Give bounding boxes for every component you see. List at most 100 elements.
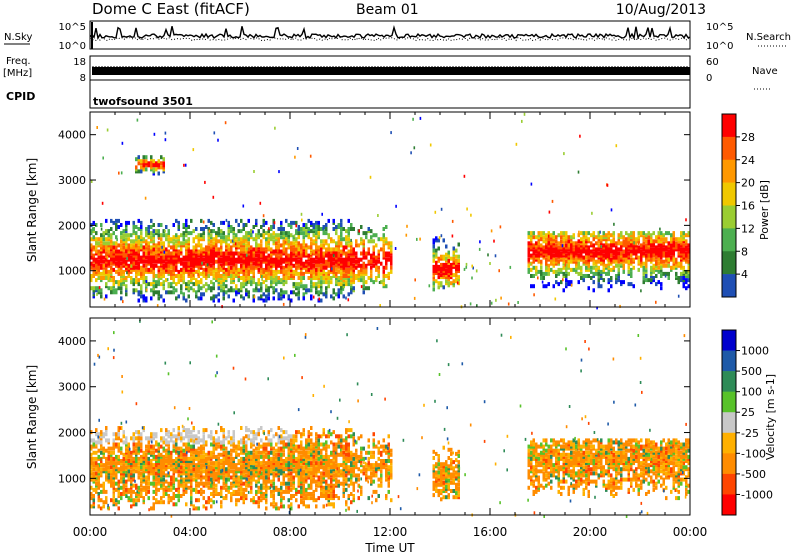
echo-cell bbox=[587, 253, 590, 258]
echo-cell bbox=[270, 249, 273, 254]
echo-cell bbox=[220, 220, 223, 225]
echo-cell bbox=[463, 267, 466, 271]
echo-cell bbox=[95, 450, 98, 455]
echo-cell bbox=[537, 269, 540, 274]
colorbar-tick-label: 24 bbox=[741, 154, 755, 167]
echo-cell bbox=[110, 465, 113, 470]
echo-cell bbox=[192, 237, 195, 242]
echo-cell bbox=[620, 257, 623, 262]
echo-cell bbox=[150, 267, 153, 272]
echo-cell bbox=[382, 284, 385, 289]
echo-cell bbox=[208, 229, 211, 233]
echo-cell bbox=[210, 257, 213, 262]
echo-cell bbox=[155, 440, 158, 445]
echo-cell bbox=[312, 295, 315, 299]
echo-cell bbox=[352, 286, 355, 291]
echo-cell bbox=[345, 235, 348, 240]
echo-cell bbox=[157, 243, 160, 248]
echo-cell bbox=[90, 278, 93, 283]
echo-cell bbox=[132, 456, 135, 461]
echo-cell bbox=[160, 257, 163, 262]
echo-cell bbox=[125, 229, 128, 234]
echo-cell bbox=[252, 237, 255, 242]
echo-cell bbox=[102, 485, 105, 490]
echo-cell bbox=[342, 263, 345, 268]
echo-cell bbox=[367, 239, 370, 244]
echo-cell bbox=[157, 471, 160, 476]
echo-cell bbox=[182, 452, 185, 457]
echo-cell bbox=[122, 465, 125, 470]
echo-cell bbox=[192, 487, 195, 492]
echo-cell bbox=[370, 239, 373, 244]
echo-cell bbox=[150, 481, 153, 486]
echo-cell bbox=[627, 265, 630, 270]
echo-cell bbox=[660, 282, 663, 287]
echo-cell bbox=[432, 273, 435, 278]
echo-cell bbox=[563, 152, 565, 156]
echo-cell bbox=[530, 274, 533, 278]
echo-cell bbox=[370, 278, 373, 283]
echo-cell bbox=[640, 233, 643, 238]
echo-cell bbox=[175, 257, 178, 262]
echo-cell bbox=[115, 502, 118, 507]
echo-cell bbox=[305, 233, 308, 238]
echo-cell bbox=[142, 461, 145, 466]
echo-cell bbox=[152, 477, 155, 482]
echo-cell bbox=[187, 448, 190, 453]
echo-cell bbox=[205, 477, 208, 482]
echo-cell bbox=[187, 459, 190, 463]
echo-cell bbox=[377, 214, 379, 217]
echo-cell bbox=[122, 245, 125, 250]
echo-cell bbox=[90, 261, 93, 266]
echo-cell bbox=[635, 243, 638, 248]
echo-cell bbox=[297, 263, 300, 268]
echo-cell bbox=[170, 496, 173, 501]
echo-cell bbox=[637, 231, 640, 236]
echo-cell bbox=[357, 274, 360, 278]
echo-cell bbox=[265, 294, 268, 299]
echo-cell bbox=[180, 233, 183, 238]
echo-cell bbox=[622, 263, 625, 268]
echo-cell bbox=[320, 249, 323, 254]
echo-cell bbox=[347, 274, 350, 278]
echo-cell bbox=[667, 253, 670, 258]
echo-cell bbox=[470, 213, 472, 217]
echo-cell bbox=[360, 225, 363, 229]
echo-cell bbox=[175, 442, 178, 447]
echo-cell bbox=[320, 271, 323, 276]
echo-cell bbox=[410, 151, 412, 155]
echo-cell bbox=[172, 223, 175, 227]
echo-cell bbox=[596, 306, 598, 310]
echo-cell bbox=[597, 253, 600, 258]
echo-cell bbox=[602, 231, 605, 236]
echo-cell bbox=[127, 450, 130, 455]
echo-cell bbox=[575, 257, 578, 262]
echo-cell bbox=[157, 233, 160, 238]
echo-cell bbox=[125, 253, 128, 258]
echo-cell bbox=[240, 263, 243, 268]
echo-cell bbox=[215, 243, 218, 248]
echo-cell bbox=[332, 239, 335, 244]
echo-cell bbox=[332, 296, 335, 301]
echo-cell bbox=[100, 430, 103, 435]
echo-cell bbox=[277, 233, 280, 238]
echo-cell bbox=[550, 267, 553, 272]
echo-cell bbox=[147, 469, 150, 474]
echo-cell bbox=[177, 498, 180, 503]
echo-cell bbox=[137, 465, 140, 470]
echo-cell bbox=[620, 280, 623, 285]
echo-cell bbox=[570, 249, 573, 254]
echo-cell bbox=[265, 231, 268, 236]
echo-cell bbox=[157, 159, 160, 164]
echo-cell bbox=[107, 241, 110, 246]
echo-cell bbox=[617, 263, 620, 268]
echo-cell bbox=[455, 277, 458, 282]
echo-cell bbox=[257, 229, 260, 234]
echo-cell bbox=[352, 253, 355, 258]
echo-cell bbox=[137, 475, 140, 480]
echo-cell bbox=[645, 239, 648, 244]
echo-cell bbox=[187, 434, 190, 439]
echo-cell bbox=[95, 249, 98, 254]
echo-cell bbox=[147, 471, 150, 476]
echo-cell bbox=[340, 253, 343, 258]
